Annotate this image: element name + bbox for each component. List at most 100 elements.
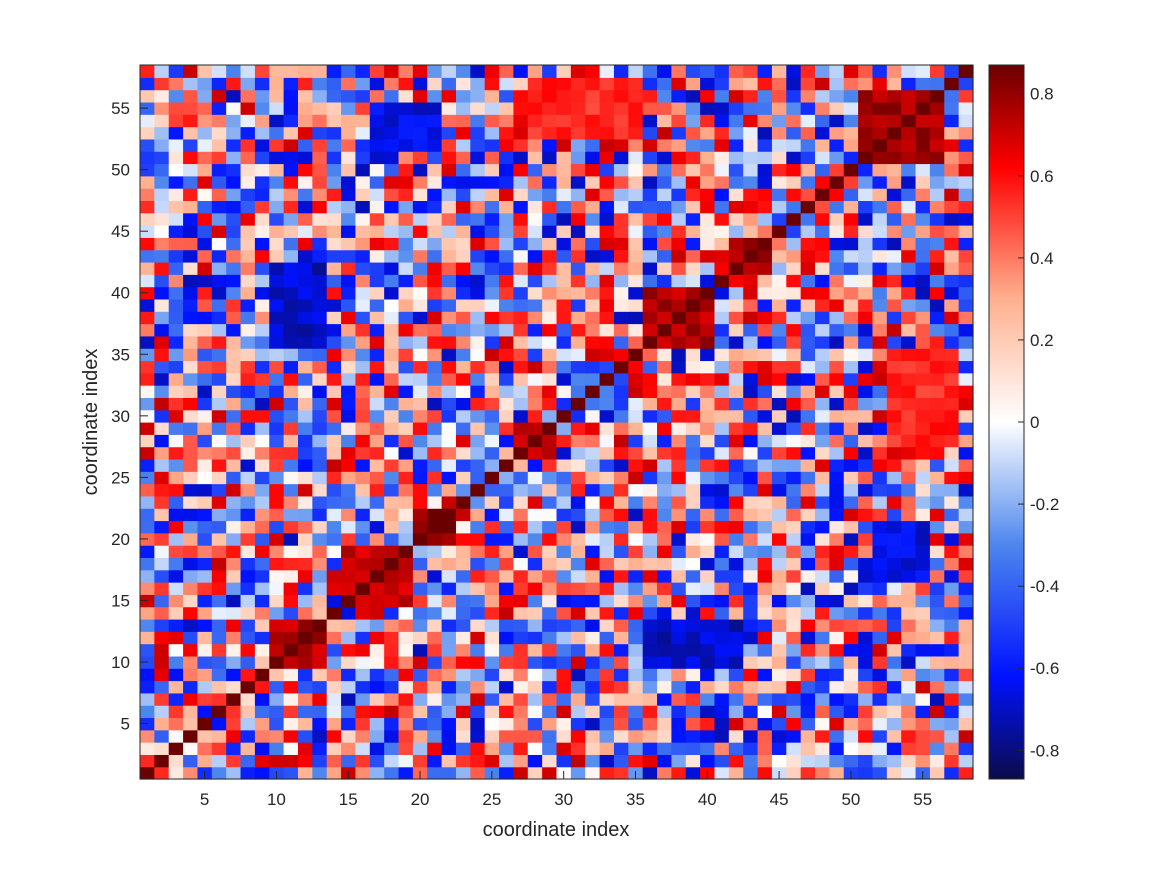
heatmap-cell xyxy=(858,532,874,546)
heatmap-cell xyxy=(944,77,960,91)
heatmap-cell xyxy=(542,397,558,411)
heatmap-cell xyxy=(226,532,242,546)
heatmap-cell xyxy=(455,89,471,103)
heatmap-cell xyxy=(872,446,888,460)
heatmap-cell xyxy=(771,594,787,608)
heatmap-cell xyxy=(226,77,242,91)
heatmap-cell xyxy=(455,114,471,128)
heatmap-cell xyxy=(542,126,558,140)
heatmap-cell xyxy=(369,298,385,312)
heatmap-cell xyxy=(685,175,701,189)
heatmap-cell xyxy=(499,766,515,780)
heatmap-cell xyxy=(455,545,471,559)
heatmap-cell xyxy=(499,557,515,571)
heatmap-cell xyxy=(398,286,414,300)
heatmap-cell xyxy=(958,348,974,362)
heatmap-cell xyxy=(455,77,471,91)
heatmap-cell xyxy=(140,631,155,645)
heatmap-cell xyxy=(470,237,486,251)
heatmap-cell xyxy=(140,668,155,682)
heatmap-cell xyxy=(757,274,773,288)
heatmap-cell xyxy=(427,483,443,497)
heatmap-cell xyxy=(513,101,529,115)
heatmap-cell xyxy=(642,175,658,189)
heatmap-cell xyxy=(570,508,586,522)
heatmap-cell xyxy=(657,274,672,288)
heatmap-cell xyxy=(800,212,816,226)
heatmap-cell xyxy=(168,717,184,731)
heatmap-cell xyxy=(484,508,500,522)
heatmap-cell xyxy=(743,680,759,694)
heatmap-cell xyxy=(269,668,285,682)
heatmap-cell xyxy=(771,237,787,251)
heatmap-cell xyxy=(412,729,428,743)
heatmap-cell xyxy=(872,114,888,128)
heatmap-cell xyxy=(455,606,471,620)
heatmap-cell xyxy=(829,212,845,226)
heatmap-cell xyxy=(168,545,184,559)
heatmap-cell xyxy=(886,692,902,706)
heatmap-cell xyxy=(613,655,629,669)
heatmap-cell xyxy=(211,101,227,115)
heatmap-cell xyxy=(398,569,414,583)
heatmap-cell xyxy=(556,495,572,509)
heatmap-cell xyxy=(929,323,945,337)
heatmap-cell xyxy=(254,151,270,165)
heatmap-cell xyxy=(499,409,515,423)
heatmap-cell xyxy=(944,138,960,152)
heatmap-cell xyxy=(226,151,242,165)
heatmap-cell xyxy=(700,372,716,386)
heatmap-cell xyxy=(168,606,184,620)
heatmap-cell xyxy=(369,151,385,165)
heatmap-cell xyxy=(556,631,572,645)
heatmap-cell xyxy=(728,754,744,768)
heatmap-cell xyxy=(771,372,787,386)
heatmap-cell xyxy=(211,323,227,337)
heatmap-cell xyxy=(183,766,199,780)
heatmap-cell xyxy=(326,668,342,682)
heatmap-cell xyxy=(671,631,687,645)
heatmap-cell xyxy=(154,557,170,571)
heatmap-cell xyxy=(815,163,830,177)
heatmap-cell xyxy=(585,249,601,263)
heatmap-cell xyxy=(599,311,615,325)
heatmap-cell xyxy=(829,606,845,620)
heatmap-cell xyxy=(642,237,658,251)
heatmap-cell xyxy=(441,594,457,608)
heatmap-cell xyxy=(197,261,213,275)
heatmap-cell xyxy=(312,422,328,435)
heatmap-cell xyxy=(542,286,558,300)
heatmap-cell xyxy=(269,495,285,509)
heatmap-cell xyxy=(642,508,658,522)
heatmap-cell xyxy=(226,372,242,386)
heatmap-cell xyxy=(412,569,428,583)
heatmap-cell xyxy=(211,286,227,300)
heatmap-cell xyxy=(886,286,902,300)
heatmap-cell xyxy=(254,323,270,337)
heatmap-cell xyxy=(958,729,974,743)
heatmap-cell xyxy=(657,717,672,731)
heatmap-cell xyxy=(858,483,874,497)
heatmap-cell xyxy=(858,249,874,263)
heatmap-cell xyxy=(441,212,457,226)
heatmap-cell xyxy=(513,126,529,140)
heatmap-cell xyxy=(800,532,816,546)
heatmap-cell xyxy=(599,643,615,657)
heatmap-cell xyxy=(771,471,787,485)
heatmap-cell xyxy=(240,483,256,497)
heatmap-cell xyxy=(470,323,486,337)
heatmap-cell xyxy=(240,582,256,595)
heatmap-cell xyxy=(958,668,974,682)
heatmap-cell xyxy=(728,249,744,263)
heatmap-cell xyxy=(470,680,486,694)
heatmap-cell xyxy=(499,582,515,595)
heatmap-cell xyxy=(613,729,629,743)
heatmap-cell xyxy=(958,508,974,522)
heatmap-cell xyxy=(283,151,299,165)
heatmap-cell xyxy=(757,471,773,485)
heatmap-cell xyxy=(815,335,830,349)
heatmap-cell xyxy=(226,335,242,349)
heatmap-cell xyxy=(226,422,242,435)
heatmap-cell xyxy=(470,742,486,755)
heatmap-cell xyxy=(599,274,615,288)
